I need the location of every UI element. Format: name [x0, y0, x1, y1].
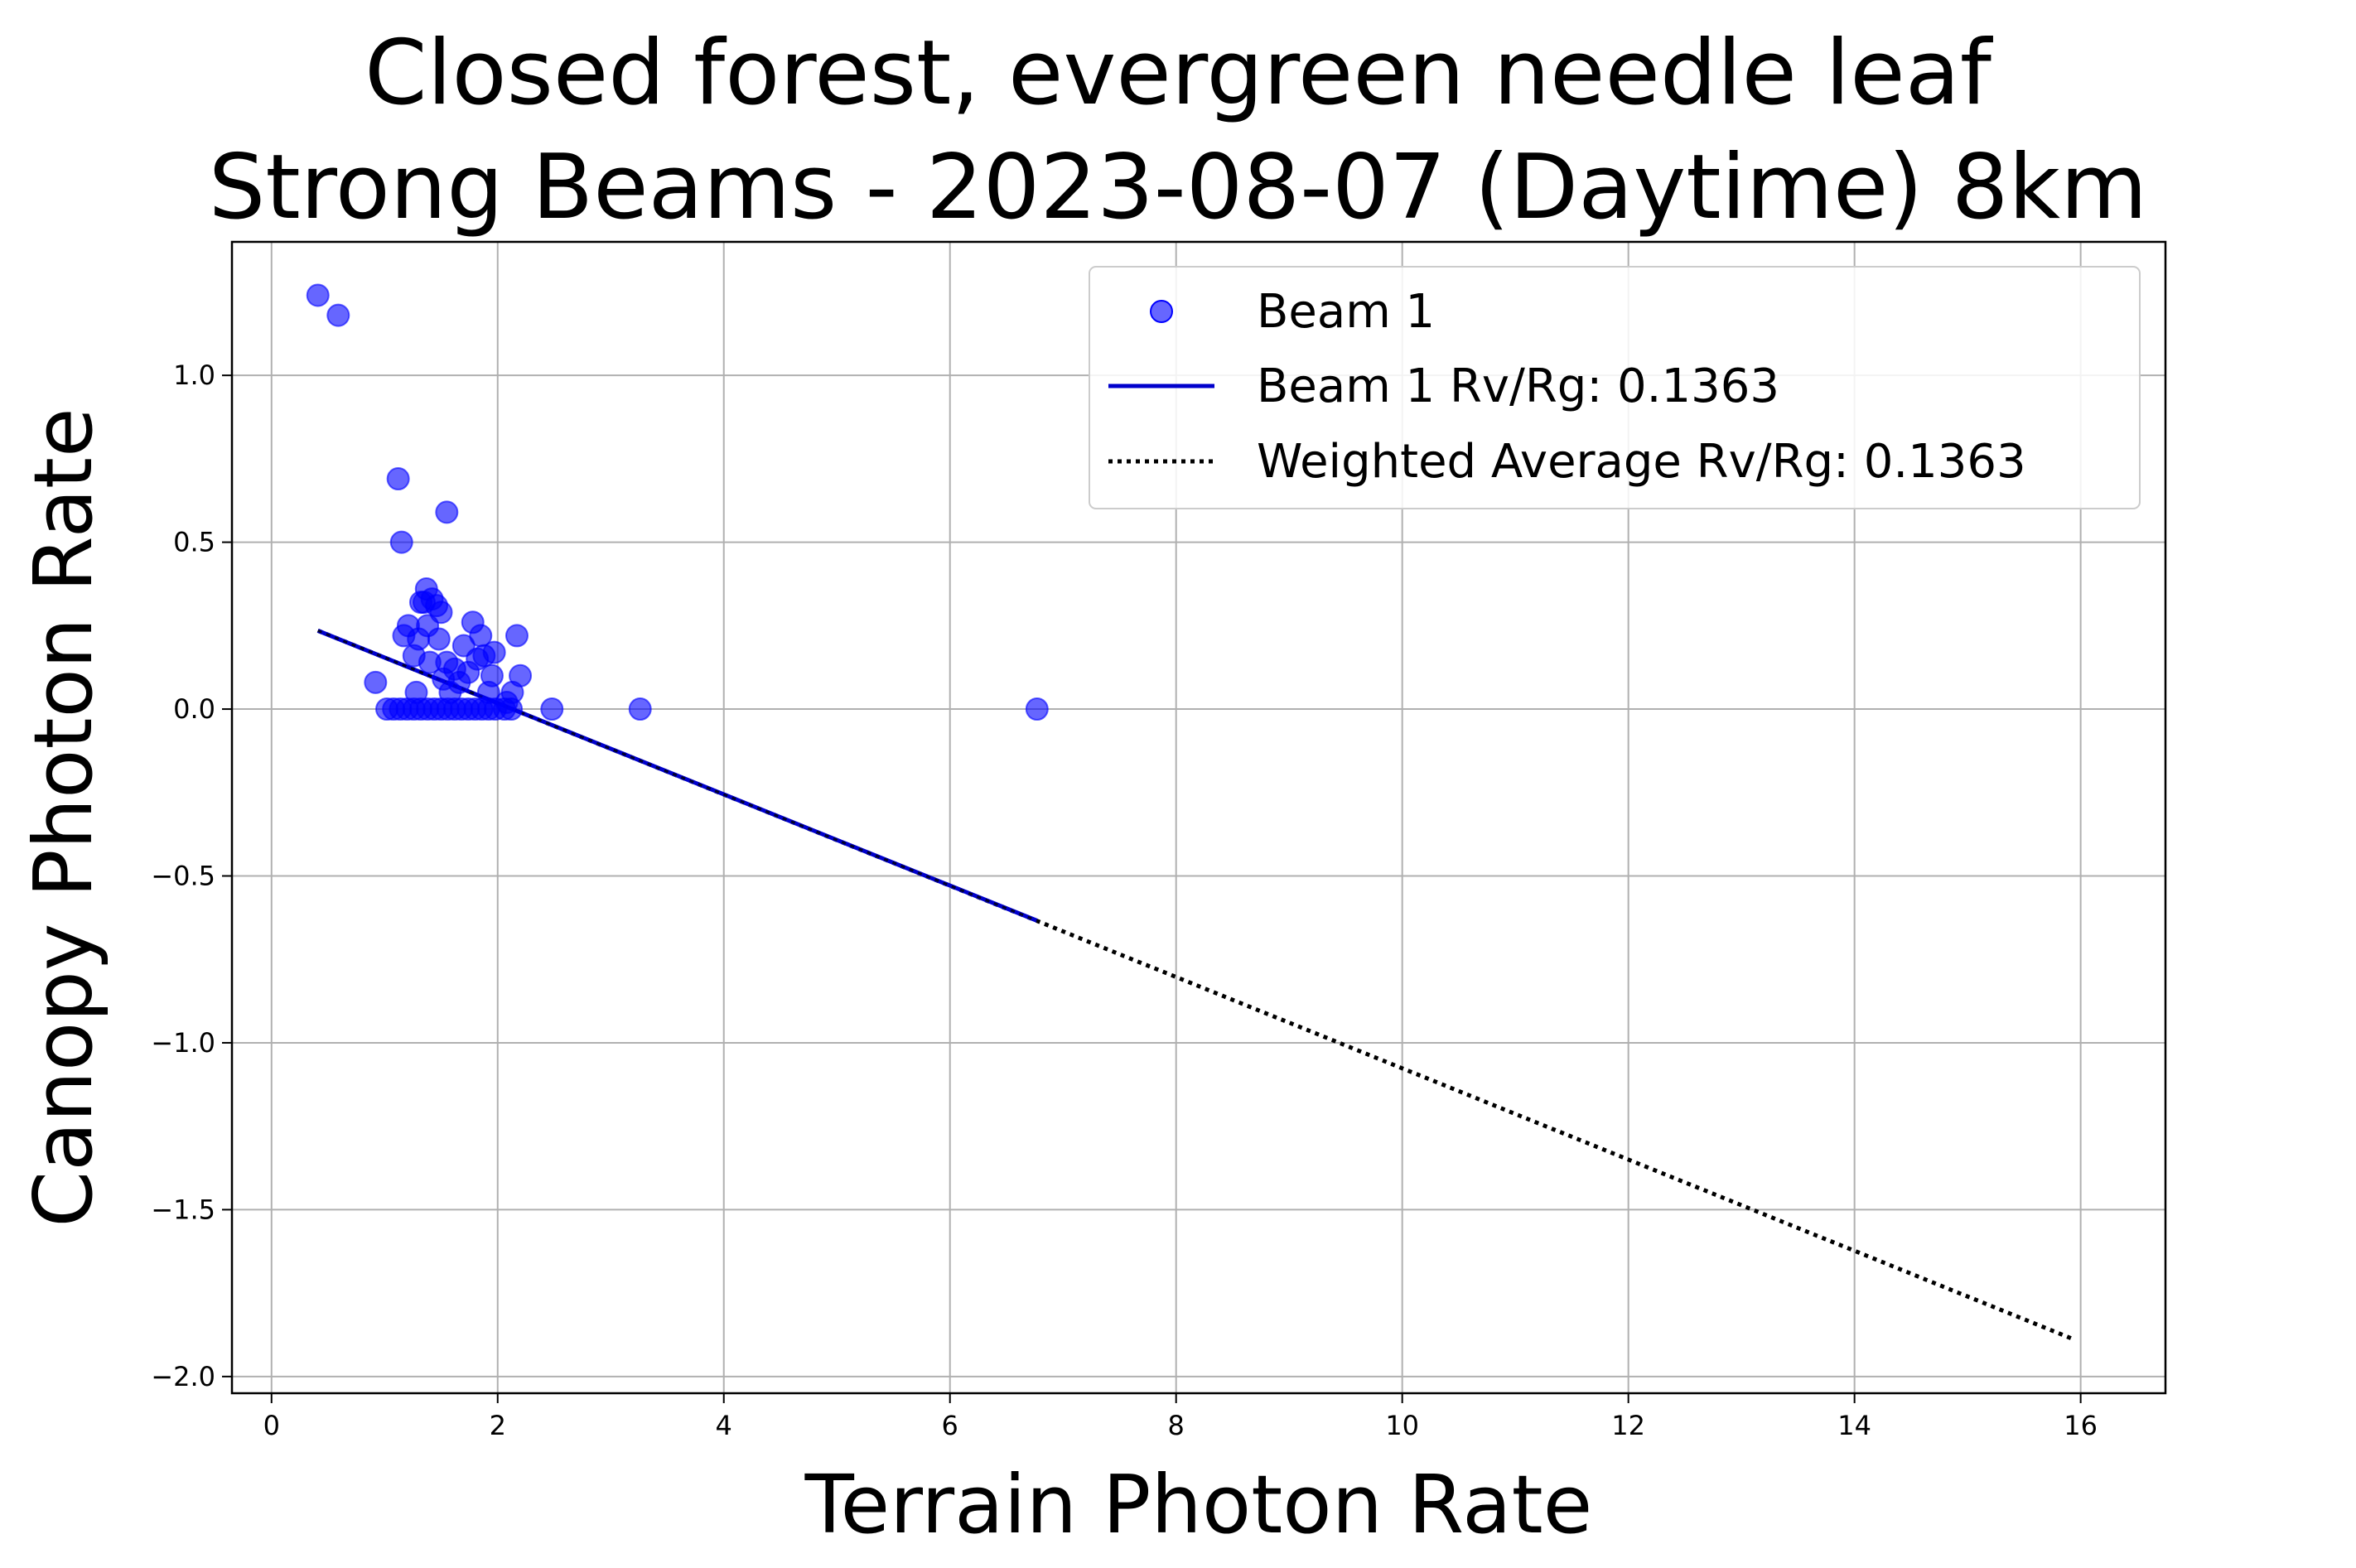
plot-frame: [230, 240, 2167, 1395]
scatter-point: [429, 601, 453, 625]
y-tick-label: −0.5: [151, 861, 215, 892]
y-tick-label: 0.5: [173, 527, 215, 558]
scatter-point: [505, 624, 529, 648]
y-tick-label: 0.0: [173, 693, 215, 725]
scatter-point: [389, 530, 413, 554]
scatter-points: [306, 283, 1049, 721]
scatter-point: [509, 663, 533, 688]
y-tick-label: 1.0: [173, 359, 215, 391]
scatter-point: [435, 500, 459, 524]
scatter-point: [386, 467, 410, 491]
x-tick-label: 12: [1611, 1410, 1645, 1441]
y-axis-label: Canopy Photon Rate: [17, 408, 110, 1227]
scatter-point: [1025, 697, 1049, 721]
weighted-average-line: [316, 629, 2076, 1342]
y-ticks: −2.0 −1.5 −1.0 −0.5 0.0 0.5 1.0: [151, 359, 232, 1392]
x-tick-label: 16: [2064, 1410, 2098, 1441]
y-tick-label: −1.5: [151, 1194, 215, 1225]
scatter-point: [480, 663, 504, 688]
scatter-point: [427, 627, 451, 651]
x-tick-label: 4: [716, 1410, 732, 1441]
x-ticks: 0 2 4 6 8 10 12 14 16: [263, 1393, 2098, 1441]
x-tick-label: 6: [942, 1410, 958, 1441]
scatter-point: [628, 697, 652, 721]
legend-fit-label: Beam 1 Rv/Rg: 0.1363: [1257, 359, 1779, 413]
scatter-point: [482, 640, 506, 664]
legend-scatter-marker: [1150, 300, 1173, 323]
x-tick-label: 2: [490, 1410, 506, 1441]
y-tick-label: −1.0: [151, 1027, 215, 1059]
scatter-point: [364, 670, 388, 694]
scatter-point: [540, 697, 564, 721]
scatter-point: [326, 303, 350, 327]
x-tick-label: 14: [1837, 1410, 1871, 1441]
x-axis-label: Terrain Photon Rate: [804, 1458, 1593, 1551]
legend-scatter-label: Beam 1: [1257, 285, 1435, 339]
chart-subtitle: Strong Beams - 2023-08-07 (Daytime) 8km: [209, 136, 2147, 239]
y-tick-label: −2.0: [151, 1361, 215, 1392]
scatter-point: [306, 283, 330, 307]
x-tick-label: 8: [1168, 1410, 1185, 1441]
legend: Beam 1 Beam 1 Rv/Rg: 0.1363 Weighted Ave…: [1089, 266, 2141, 509]
scatter-point: [404, 680, 428, 704]
legend-avg-label: Weighted Average Rv/Rg: 0.1363: [1257, 435, 2026, 489]
x-tick-label: 10: [1385, 1410, 1419, 1441]
lines: [316, 629, 2076, 1342]
legend-box: [1089, 266, 2141, 509]
x-tick-label: 0: [263, 1410, 280, 1441]
chart-title: Closed forest, evergreen needle leaf: [365, 22, 1994, 125]
